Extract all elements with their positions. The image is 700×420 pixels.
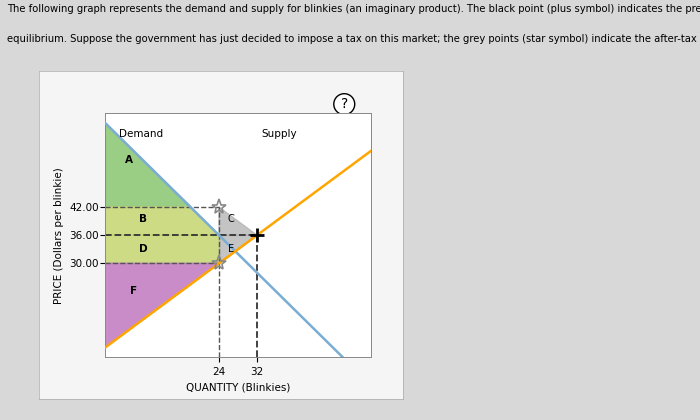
Polygon shape xyxy=(105,263,219,348)
Polygon shape xyxy=(219,235,257,263)
Text: equilibrium. Suppose the government has just decided to impose a tax on this mar: equilibrium. Suppose the government has … xyxy=(7,34,700,44)
Text: B: B xyxy=(139,214,147,224)
Polygon shape xyxy=(105,123,190,207)
Text: F: F xyxy=(130,286,137,297)
Text: Demand: Demand xyxy=(119,129,163,139)
Text: ?: ? xyxy=(341,97,348,111)
X-axis label: QUANTITY (Blinkies): QUANTITY (Blinkies) xyxy=(186,382,290,392)
Text: The following graph represents the demand and supply for blinkies (an imaginary : The following graph represents the deman… xyxy=(7,4,700,14)
Text: Supply: Supply xyxy=(262,129,298,139)
Y-axis label: PRICE (Dollars per blinkie): PRICE (Dollars per blinkie) xyxy=(54,167,64,304)
Text: D: D xyxy=(139,244,147,254)
Text: E: E xyxy=(228,244,234,254)
Text: A: A xyxy=(125,155,133,165)
Polygon shape xyxy=(105,235,219,263)
Polygon shape xyxy=(219,207,257,235)
Text: C: C xyxy=(228,214,234,224)
Polygon shape xyxy=(105,207,219,235)
